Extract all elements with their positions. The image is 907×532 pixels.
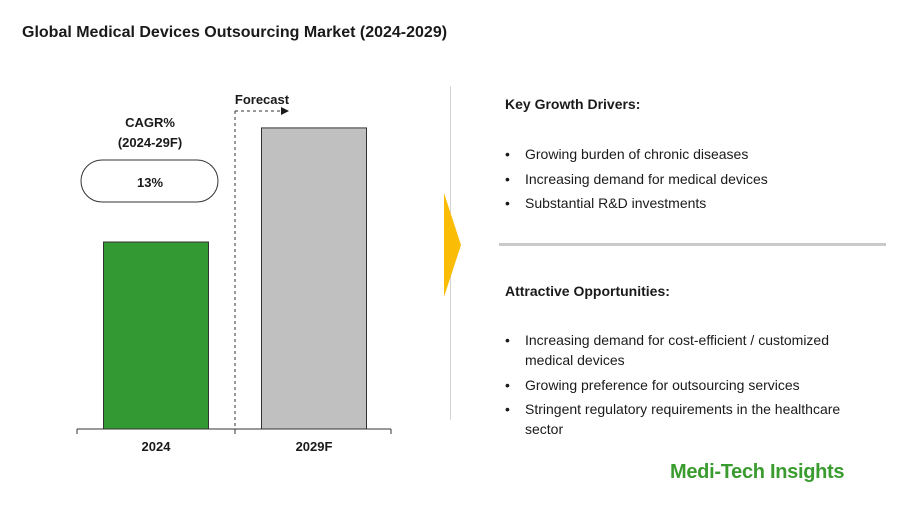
bar-2024 <box>103 241 209 430</box>
list-item-text: Increasing demand for cost-efficient / c… <box>525 332 830 368</box>
bullet: • <box>505 170 510 187</box>
opportunities-title: Attractive Opportunities: <box>505 283 670 299</box>
forecast-label: Forecast <box>235 92 290 107</box>
list-item-text: Growing burden of chronic diseases <box>525 146 749 162</box>
cagr-value: 13% <box>137 175 163 190</box>
list-item: • Increasing demand for cost-efficient / … <box>505 330 845 370</box>
list-item-text: Substantial R&D investments <box>525 195 707 211</box>
list-item: • Growing burden of chronic diseases <box>505 144 845 164</box>
list-item-text: Stringent regulatory requirements in the… <box>525 401 841 437</box>
bullet: • <box>505 195 510 211</box>
cagr-label: CAGR% <box>125 115 175 130</box>
cagr-pill <box>80 159 219 203</box>
list-item-text: Increasing demand for medical devices <box>525 170 768 187</box>
chevron-right-icon <box>444 193 461 297</box>
bullet: • <box>505 376 510 393</box>
cagr-period-label: (2024-29F) <box>118 135 182 150</box>
list-item: • Growing preference for outsourcing serv… <box>505 375 845 395</box>
growth-drivers-list: • Growing burden of chronic diseases • Inc… <box>505 144 845 218</box>
growth-drivers-title: Key Growth Drivers: <box>505 96 641 112</box>
list-item: • Increasing demand for medical devices <box>505 169 845 189</box>
page-title: Global Medical Devices Outsourcing Marke… <box>22 24 448 41</box>
list-item: • Substantial R&D investments <box>505 193 845 213</box>
bullet: • <box>505 401 510 417</box>
brand-logo: Medi-Tech Insights <box>670 461 845 483</box>
list-item-text: Growing preference for outsourcing servi… <box>525 376 800 393</box>
bullet: • <box>505 146 510 162</box>
forecast-arrow-head <box>281 107 289 115</box>
list-item: • Stringent regulatory requirements in th… <box>505 399 845 439</box>
x-tick-label: 2024 <box>142 439 172 454</box>
opportunities-list: • Increasing demand for cost-efficient / … <box>505 330 845 444</box>
bullet: • <box>505 332 510 348</box>
horizontal-divider <box>499 243 886 246</box>
x-tick-label: 2029F <box>296 439 333 454</box>
market-bar-chart: Forecast CAGR% (2024-29F) 13% 2024 2029F <box>76 92 392 454</box>
bar-2029f <box>261 127 367 430</box>
